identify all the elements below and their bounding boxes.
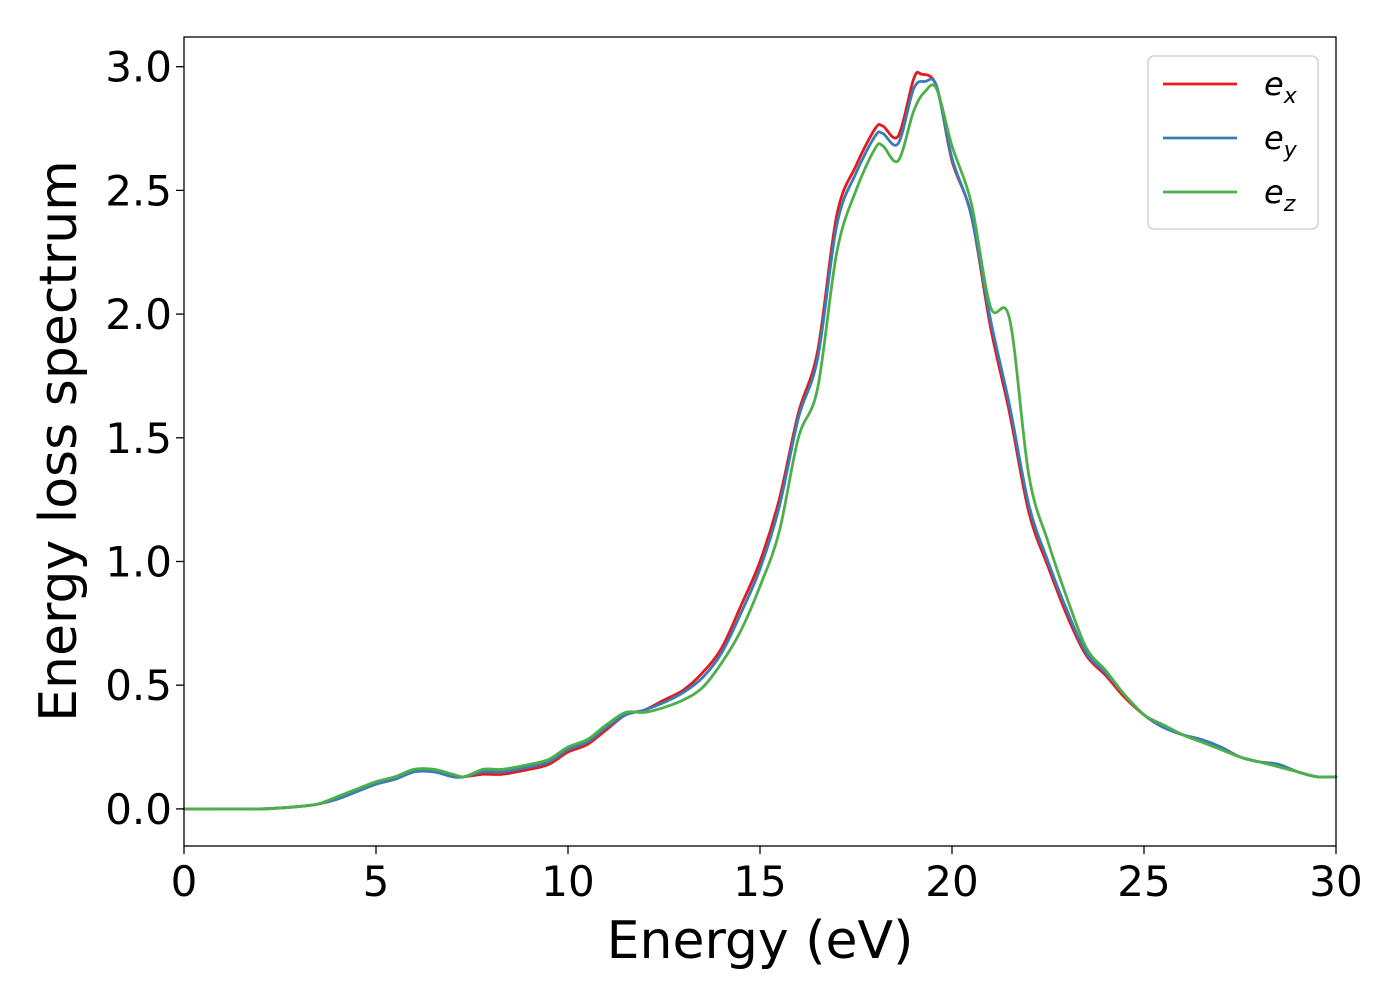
x-axis: 0 5 10 15 20 25 30 <box>171 846 1363 906</box>
x-tick-label: 5 <box>363 857 390 906</box>
y-tick-label: 0.0 <box>105 785 172 834</box>
y-tick-label: 1.0 <box>105 537 172 586</box>
x-tick-label: 10 <box>541 857 594 906</box>
x-tick-label: 15 <box>733 857 786 906</box>
legend-label-e-y: ey <box>1264 119 1298 163</box>
y-axis: 0.0 0.5 1.0 1.5 2.0 2.5 3.0 <box>105 43 184 834</box>
series-lines <box>182 70 1338 811</box>
x-tick-label: 20 <box>925 857 978 906</box>
x-axis-title: Energy (eV) <box>607 911 914 971</box>
legend-label-e-x: ex <box>1264 65 1298 109</box>
y-tick-label: 2.0 <box>105 290 172 339</box>
y-tick-label: 3.0 <box>105 43 172 92</box>
y-tick-label: 1.5 <box>105 414 172 463</box>
x-tick-label: 0 <box>171 857 198 906</box>
legend-frame <box>1147 55 1319 230</box>
y-tick-label: 0.5 <box>105 661 172 710</box>
series-line-e-z <box>182 83 1338 811</box>
y-axis-title: Energy loss spectrum <box>29 160 89 722</box>
x-tick-label: 25 <box>1117 857 1170 906</box>
legend: ex ey ez <box>1147 55 1319 230</box>
legend-label-e-z: ez <box>1264 173 1296 217</box>
x-tick-label: 30 <box>1309 857 1362 906</box>
y-tick-label: 2.5 <box>105 166 172 215</box>
